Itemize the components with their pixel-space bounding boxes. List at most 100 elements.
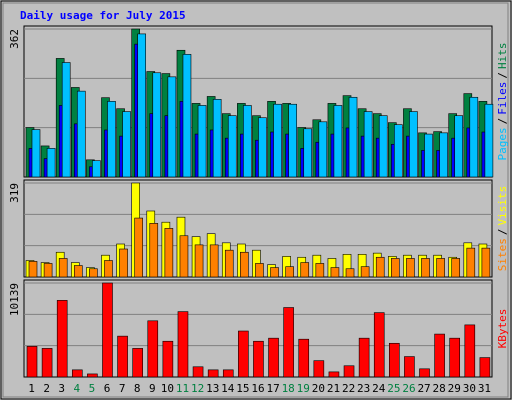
legend-entry: Hits — [496, 43, 509, 70]
bar — [182, 54, 192, 178]
x-tick-label: 15 — [236, 382, 249, 395]
bar — [270, 267, 279, 278]
bar — [102, 282, 113, 378]
y-tick-label: 362 — [8, 29, 21, 49]
legend-entry: Sites — [496, 238, 509, 271]
bar — [300, 262, 310, 278]
x-tick-label: 8 — [134, 382, 141, 395]
bar — [89, 268, 98, 278]
bar — [389, 342, 400, 378]
legend: Sites / Visits — [496, 186, 509, 272]
bar — [258, 117, 267, 178]
bar — [283, 307, 294, 378]
x-tick-label: 28 — [433, 382, 446, 395]
y-tick-label: 10139 — [8, 283, 21, 316]
bar — [394, 124, 403, 178]
bar — [373, 312, 385, 378]
bar — [243, 105, 252, 178]
bar — [358, 337, 370, 378]
bar — [162, 340, 174, 378]
bar — [107, 101, 116, 178]
bar — [436, 258, 445, 278]
x-tick-label: 10 — [161, 382, 174, 395]
bar — [273, 103, 282, 178]
bar — [348, 96, 358, 178]
x-tick-label: 22 — [342, 382, 355, 395]
y-tick-label: 319 — [8, 183, 21, 203]
bar — [31, 129, 41, 178]
bar — [61, 62, 71, 178]
bar — [434, 333, 445, 378]
bar — [117, 335, 128, 378]
bar — [479, 357, 491, 378]
bar — [285, 266, 294, 278]
bar — [288, 103, 297, 178]
bar — [227, 115, 237, 178]
x-tick-label: 19 — [297, 382, 310, 395]
bar — [454, 115, 464, 178]
bar — [255, 263, 264, 278]
x-tick-label: 21 — [327, 382, 340, 395]
bar — [449, 337, 461, 378]
bar — [197, 105, 207, 178]
bar — [209, 244, 219, 278]
bar — [330, 267, 340, 278]
bar — [268, 337, 279, 378]
bar — [28, 261, 38, 278]
bar — [469, 96, 479, 178]
bar — [104, 260, 113, 278]
bar — [409, 111, 418, 178]
bar — [177, 311, 189, 378]
chart-title: Daily usage for July 2015 — [20, 9, 186, 22]
x-tick-label: 18 — [282, 382, 295, 395]
x-tick-label: 9 — [149, 382, 156, 395]
bar — [41, 348, 53, 378]
bar — [484, 103, 494, 178]
bar — [179, 235, 189, 278]
x-tick-label: 2 — [43, 382, 50, 395]
legend: KBytes — [496, 309, 509, 349]
bar — [313, 360, 325, 378]
legend-entry: Visits — [496, 186, 509, 226]
x-tick-label: 6 — [104, 382, 111, 395]
bar — [421, 258, 430, 278]
x-tick-label: 5 — [89, 382, 96, 395]
x-tick-label: 31 — [478, 382, 491, 395]
bar — [481, 247, 491, 278]
bar — [194, 244, 204, 278]
bar — [439, 132, 448, 178]
bar — [122, 111, 131, 178]
bar — [315, 263, 325, 278]
bar — [303, 128, 313, 178]
bar — [132, 348, 143, 378]
x-tick-label: 13 — [206, 382, 219, 395]
bar — [46, 148, 56, 178]
bar — [134, 217, 143, 278]
legend-entry: KBytes — [496, 309, 509, 349]
bar — [92, 160, 101, 178]
bar — [464, 324, 476, 378]
x-tick-label: 23 — [357, 382, 370, 395]
bar — [164, 228, 174, 278]
x-tick-label: 24 — [372, 382, 386, 395]
bar — [253, 340, 264, 378]
x-tick-label: 11 — [176, 382, 189, 395]
bar — [43, 263, 53, 278]
bar — [333, 105, 343, 178]
bar — [71, 369, 83, 378]
bar — [419, 368, 430, 378]
bar — [192, 366, 204, 378]
bar — [378, 115, 388, 178]
bar — [240, 251, 249, 278]
x-tick-label: 3 — [58, 382, 65, 395]
bar — [149, 223, 159, 278]
bar — [58, 258, 68, 278]
x-tick-label: 27 — [417, 382, 430, 395]
bar — [167, 76, 177, 178]
legend-entry: Files — [496, 82, 509, 115]
bar — [328, 371, 340, 378]
x-tick-label: 26 — [402, 382, 415, 395]
x-tick-label: 17 — [266, 382, 279, 395]
bar — [238, 330, 249, 378]
